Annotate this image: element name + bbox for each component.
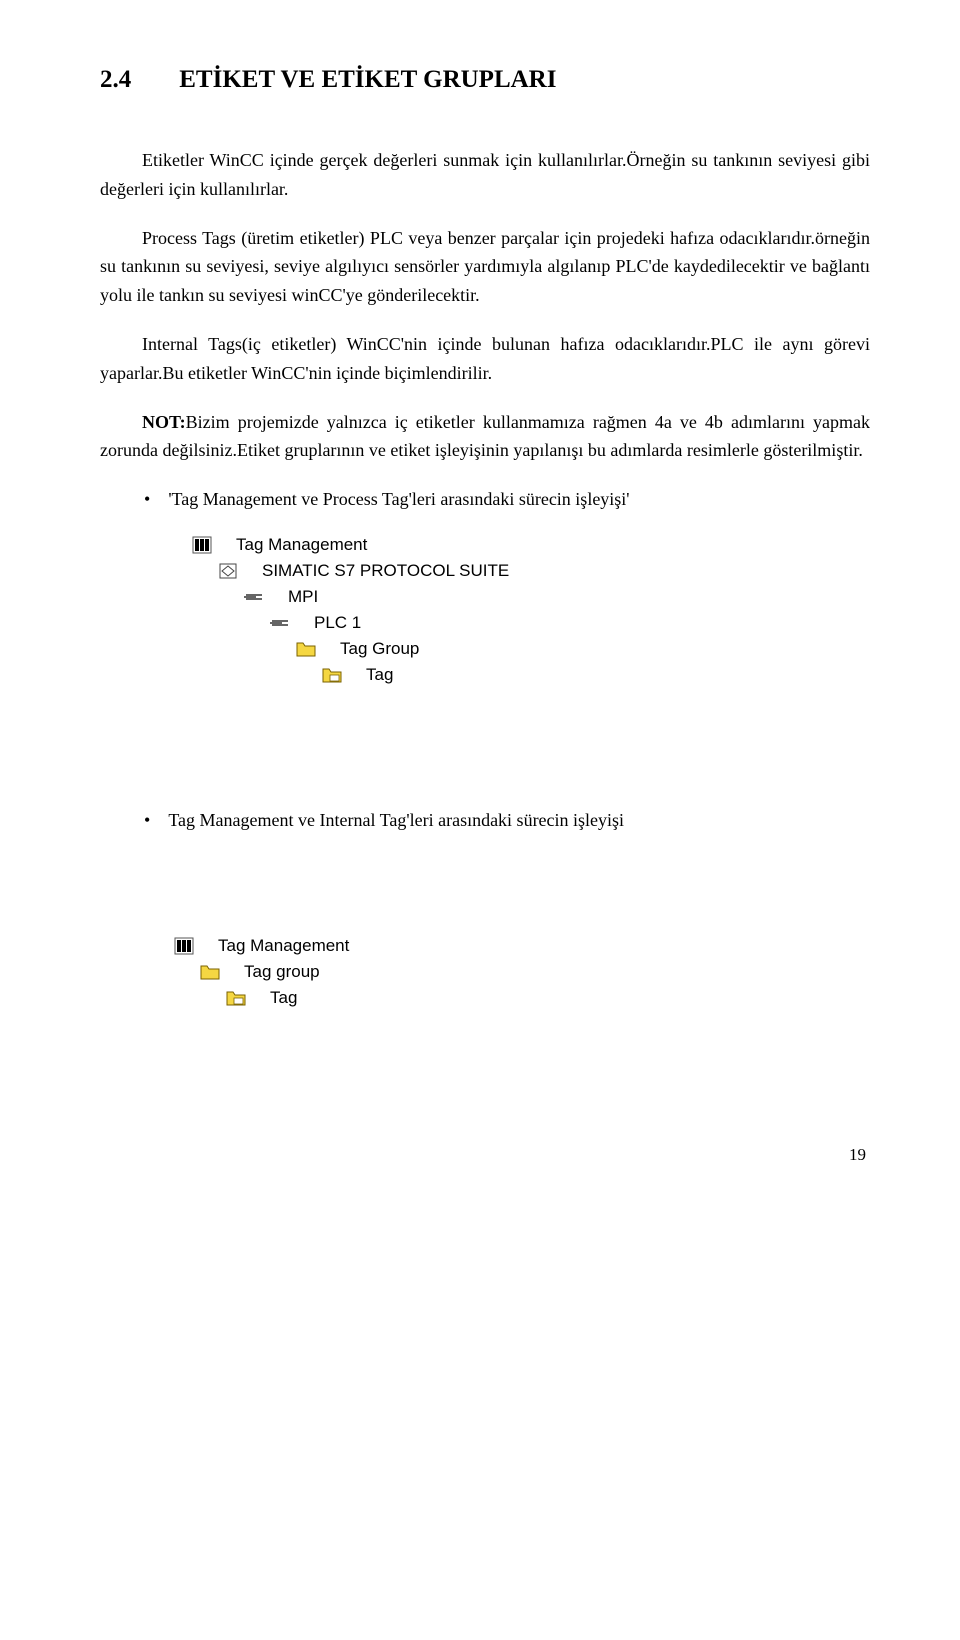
tree-label: Tag (366, 661, 393, 688)
section-number: 2.4 (100, 66, 131, 93)
bullet-2-text: Tag Management ve Internal Tag'leri aras… (168, 810, 624, 830)
bullet-marker: • (144, 489, 150, 509)
plug-icon (270, 614, 290, 632)
tree-label: Tag group (244, 958, 320, 985)
tree-label: Tag Management (218, 932, 349, 959)
tree-label: SIMATIC S7 PROTOCOL SUITE (262, 557, 509, 584)
section-heading: 2.4 ETİKET VE ETİKET GRUPLARI (100, 60, 870, 100)
section-title: ETİKET VE ETİKET GRUPLARI (179, 66, 556, 93)
tree-label: Tag Group (340, 635, 419, 662)
tree-row: Tag Group (192, 636, 870, 662)
page-number: 19 (100, 1141, 870, 1168)
plug-icon (244, 588, 264, 606)
paragraph-2: Process Tags (üretim etiketler) PLC veya… (100, 224, 870, 310)
tree-label: MPI (288, 583, 318, 610)
bullet-item-1: • 'Tag Management ve Process Tag'leri ara… (144, 485, 870, 514)
folder-tag-icon (226, 989, 246, 1007)
tree-row: Tag (192, 662, 870, 688)
bullet-1-text: 'Tag Management ve Process Tag'leri aras… (168, 489, 629, 509)
tree-internal-tags: Tag Management Tag group Tag (174, 933, 870, 1011)
paragraph-3: Internal Tags(iç etiketler) WinCC'nin iç… (100, 330, 870, 388)
tree-row: PLC 1 (192, 610, 870, 636)
tree-row: Tag Management (174, 933, 870, 959)
folder-tag-icon (322, 666, 342, 684)
tree-row: Tag group (174, 959, 870, 985)
tree-label: Tag (270, 984, 297, 1011)
bullet-marker: • (144, 810, 150, 830)
paragraph-4: NOT:Bizim projemizde yalnızca iç etiketl… (100, 408, 870, 466)
folder-icon (296, 640, 316, 658)
gauge-icon (174, 937, 194, 955)
gauge-icon (192, 536, 212, 554)
folder-icon (200, 963, 220, 981)
tree-label: Tag Management (236, 531, 367, 558)
bullet-item-2: • Tag Management ve Internal Tag'leri ara… (144, 806, 870, 835)
paragraph-4-body: Bizim projemizde yalnızca iç etiketler k… (100, 412, 870, 461)
tree-process-tags: Tag Management SIMATIC S7 PROTOCOL SUITE… (192, 532, 870, 688)
rombo-icon (218, 562, 238, 580)
tree-row: SIMATIC S7 PROTOCOL SUITE (192, 558, 870, 584)
tree-label: PLC 1 (314, 609, 361, 636)
tree-row: Tag Management (192, 532, 870, 558)
tree-row: Tag (174, 985, 870, 1011)
paragraph-1: Etiketler WinCC içinde gerçek değerleri … (100, 146, 870, 204)
paragraph-4-prefix: NOT: (142, 412, 186, 432)
tree-row: MPI (192, 584, 870, 610)
